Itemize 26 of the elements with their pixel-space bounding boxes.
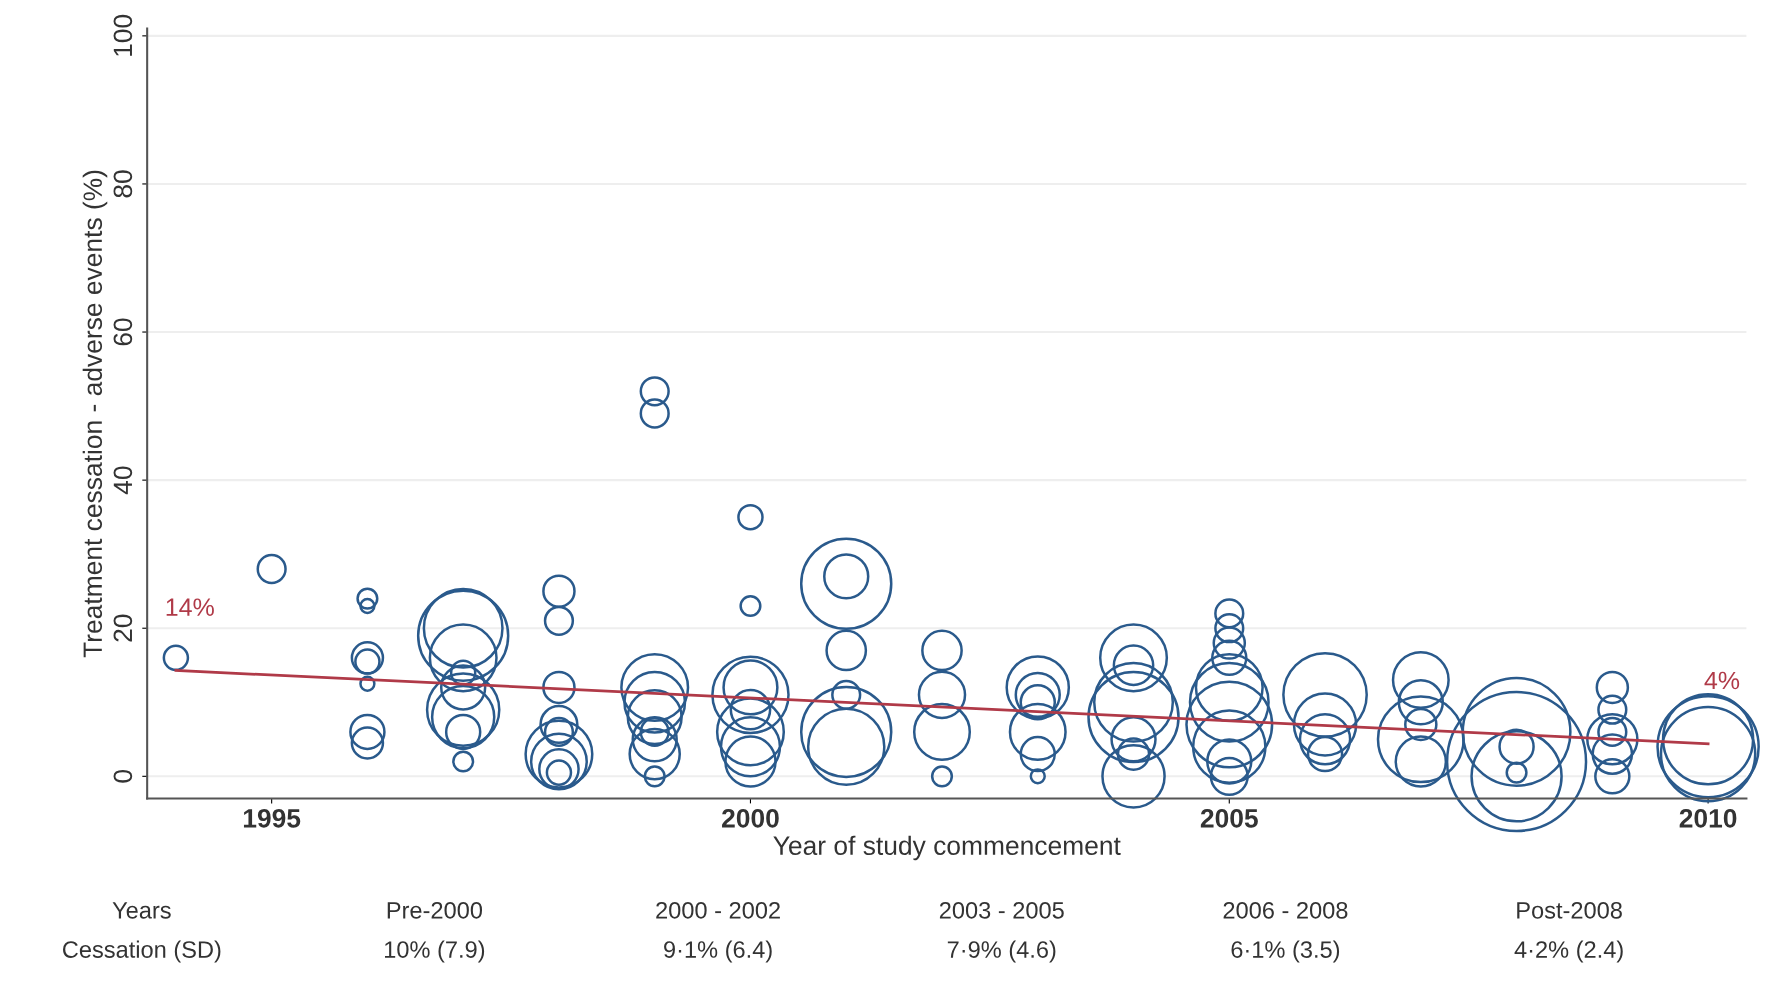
text: 2003 - 2005 xyxy=(939,901,1064,919)
x-tick-label: 2010 xyxy=(1679,808,1737,828)
annotation: 14% xyxy=(166,598,214,616)
text: 4·2% (2.4) xyxy=(1514,940,1623,963)
text: Post-2008 xyxy=(1517,901,1622,919)
text: 2006 - 2008 xyxy=(1223,901,1348,919)
text: Years xyxy=(112,902,171,919)
x-axis-title: Year of study commencement xyxy=(773,835,1121,861)
text: 10% (7.9) xyxy=(385,940,485,963)
y-axis-title: Treatment cessation - adverse events (%) xyxy=(82,170,108,658)
y-tick-label: 100 xyxy=(113,14,133,56)
x-tick-label: 2005 xyxy=(1200,808,1258,828)
text: 2000 - 2002 xyxy=(656,901,780,919)
x-tick-label: 2000 xyxy=(722,808,779,828)
text: 6·1% (3.5) xyxy=(1231,940,1340,963)
annotation: 4% xyxy=(1704,671,1740,690)
y-tick-label: 40 xyxy=(113,466,133,495)
text: Cessation (SD) xyxy=(63,940,221,963)
y-tick-label: 20 xyxy=(113,614,133,642)
text: Pre-2000 xyxy=(387,901,483,919)
y-tick-label: 60 xyxy=(113,318,133,346)
text: 7·9% (4.6) xyxy=(947,940,1056,963)
x-tick-label: 1995 xyxy=(243,808,301,828)
text: 9·1% (6.4) xyxy=(664,940,772,963)
y-tick-label: 80 xyxy=(113,170,133,198)
y-tick-label: 0 xyxy=(113,770,133,783)
